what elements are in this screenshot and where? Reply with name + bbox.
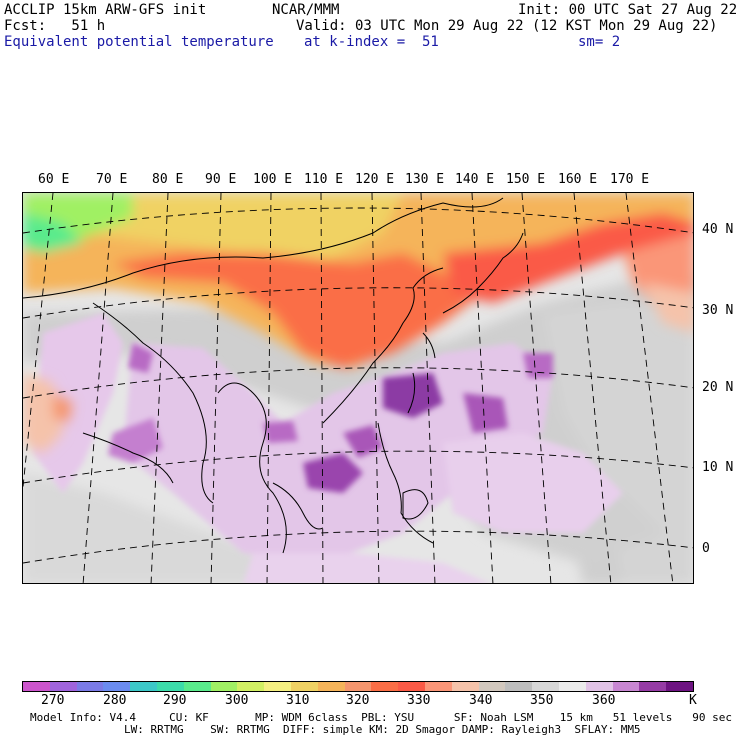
lon-label: 100 E bbox=[253, 172, 293, 187]
colorbar-swatch bbox=[23, 682, 50, 691]
colorbar-swatch bbox=[317, 682, 345, 691]
colorbar-swatch bbox=[612, 682, 640, 691]
lon-label: 120 E bbox=[355, 172, 395, 187]
coastlines bbox=[23, 197, 524, 554]
lon-label: 70 E bbox=[96, 172, 128, 187]
colorbar-label: 270 bbox=[41, 693, 65, 708]
colorbar-swatch bbox=[237, 682, 265, 691]
colorbar-label: 360 bbox=[592, 693, 616, 708]
lon-label: 90 E bbox=[205, 172, 237, 187]
colorbar-swatch bbox=[210, 682, 238, 691]
colorbar-swatch bbox=[103, 682, 131, 691]
lat-label: 10 N bbox=[702, 460, 734, 475]
colorbar-swatch bbox=[451, 682, 479, 691]
lat-label: 20 N bbox=[702, 380, 734, 395]
physics-info: LW: RRTMG SW: RRTMG DIFF: simple KM: 2D … bbox=[124, 723, 641, 736]
colorbar-swatch bbox=[398, 682, 425, 691]
forecast-hour: Fcst: 51 h bbox=[4, 18, 106, 34]
lat-label: 0 bbox=[702, 541, 710, 556]
model-title: ACCLIP 15km ARW-GFS init bbox=[4, 2, 207, 18]
colorbar-swatch bbox=[505, 682, 533, 691]
lon-label: 150 E bbox=[506, 172, 546, 187]
colorbar-label: 320 bbox=[346, 693, 370, 708]
shading-purple bbox=[108, 343, 553, 493]
colorbar-swatch bbox=[558, 682, 586, 691]
colorbar-swatch bbox=[49, 682, 77, 691]
colorbar-label: 330 bbox=[407, 693, 431, 708]
lon-label: 160 E bbox=[558, 172, 598, 187]
shading-lavender bbox=[33, 313, 623, 583]
colorbar-unit: K bbox=[689, 693, 697, 708]
colorbar bbox=[22, 681, 694, 692]
lon-label: 80 E bbox=[152, 172, 184, 187]
lat-label: 40 N bbox=[702, 222, 734, 237]
k-index: at k-index = 51 bbox=[304, 34, 439, 50]
colorbar-swatch bbox=[424, 682, 452, 691]
colorbar-swatch bbox=[478, 682, 506, 691]
lon-label: 170 E bbox=[610, 172, 650, 187]
colorbar-swatch bbox=[666, 682, 693, 691]
colorbar-swatch bbox=[264, 682, 291, 691]
shading-warm bbox=[23, 193, 693, 453]
colorbar-label: 340 bbox=[469, 693, 493, 708]
graticule bbox=[23, 193, 693, 583]
colorbar-swatch bbox=[585, 682, 613, 691]
lon-label: 110 E bbox=[304, 172, 344, 187]
colorbar-swatch bbox=[371, 682, 399, 691]
colorbar-label: 350 bbox=[530, 693, 554, 708]
theta-e-map bbox=[23, 193, 693, 583]
map-panel bbox=[22, 192, 694, 584]
smoothing: sm= 2 bbox=[578, 34, 621, 50]
organization: NCAR/MMM bbox=[272, 2, 340, 18]
model-info: Model Info: V4.4 CU: KF MP: WDM 6class P… bbox=[30, 711, 732, 724]
colorbar-label: 310 bbox=[286, 693, 310, 708]
lon-label: 130 E bbox=[405, 172, 445, 187]
colorbar-swatch bbox=[532, 682, 559, 691]
init-time: Init: 00 UTC Sat 27 Aug 22 bbox=[518, 2, 738, 18]
colorbar-label: 290 bbox=[163, 693, 187, 708]
colorbar-swatch bbox=[156, 682, 184, 691]
lon-label: 60 E bbox=[38, 172, 70, 187]
colorbar-swatch bbox=[76, 682, 104, 691]
field-name: Equivalent potential temperature bbox=[4, 34, 274, 50]
lon-label: 140 E bbox=[455, 172, 495, 187]
lat-label: 30 N bbox=[702, 303, 734, 318]
colorbar-swatch bbox=[130, 682, 157, 691]
colorbar-swatch bbox=[639, 682, 667, 691]
colorbar-swatch bbox=[183, 682, 211, 691]
colorbar-swatch bbox=[290, 682, 318, 691]
valid-time: Valid: 03 UTC Mon 29 Aug 22 (12 KST Mon … bbox=[296, 18, 718, 34]
colorbar-label: 300 bbox=[225, 693, 249, 708]
colorbar-label: 280 bbox=[103, 693, 127, 708]
colorbar-swatch bbox=[344, 682, 372, 691]
